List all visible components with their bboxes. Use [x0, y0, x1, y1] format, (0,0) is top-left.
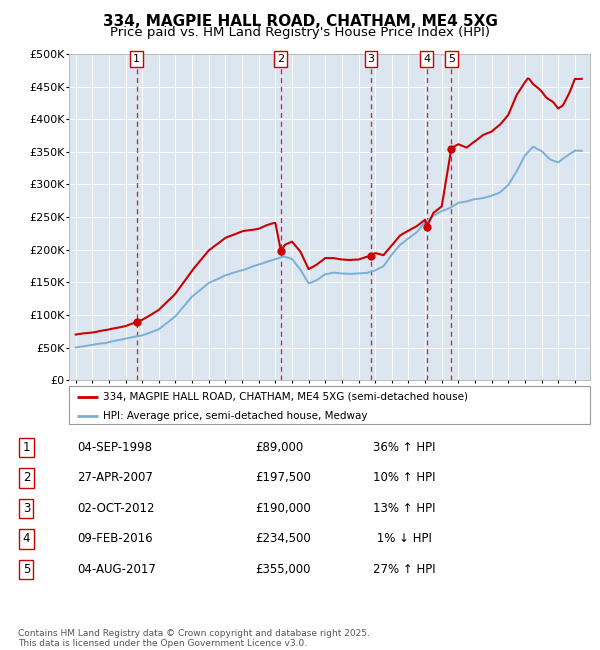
Text: £355,000: £355,000 — [255, 563, 310, 576]
Text: 27-APR-2007: 27-APR-2007 — [77, 471, 153, 484]
Text: 10% ↑ HPI: 10% ↑ HPI — [373, 471, 436, 484]
Text: £197,500: £197,500 — [255, 471, 311, 484]
Text: 2: 2 — [23, 471, 30, 484]
Text: 334, MAGPIE HALL ROAD, CHATHAM, ME4 5XG: 334, MAGPIE HALL ROAD, CHATHAM, ME4 5XG — [103, 14, 497, 29]
Text: 04-AUG-2017: 04-AUG-2017 — [77, 563, 156, 576]
Text: 1: 1 — [133, 54, 140, 64]
Text: 2: 2 — [277, 54, 284, 64]
Text: 27% ↑ HPI: 27% ↑ HPI — [373, 563, 436, 576]
Text: HPI: Average price, semi-detached house, Medway: HPI: Average price, semi-detached house,… — [103, 411, 367, 421]
Text: 02-OCT-2012: 02-OCT-2012 — [77, 502, 155, 515]
Text: 04-SEP-1998: 04-SEP-1998 — [77, 441, 152, 454]
Text: £89,000: £89,000 — [255, 441, 303, 454]
Text: 3: 3 — [23, 502, 30, 515]
Text: 4: 4 — [423, 54, 430, 64]
FancyBboxPatch shape — [69, 386, 590, 424]
Text: £190,000: £190,000 — [255, 502, 311, 515]
Text: 5: 5 — [448, 54, 455, 64]
Text: 13% ↑ HPI: 13% ↑ HPI — [373, 502, 436, 515]
Text: 1: 1 — [23, 441, 30, 454]
Text: 36% ↑ HPI: 36% ↑ HPI — [373, 441, 436, 454]
Text: 4: 4 — [23, 532, 30, 545]
Text: 3: 3 — [367, 54, 374, 64]
Text: Price paid vs. HM Land Registry's House Price Index (HPI): Price paid vs. HM Land Registry's House … — [110, 26, 490, 39]
Text: £234,500: £234,500 — [255, 532, 311, 545]
Text: 1% ↓ HPI: 1% ↓ HPI — [373, 532, 432, 545]
Text: 334, MAGPIE HALL ROAD, CHATHAM, ME4 5XG (semi-detached house): 334, MAGPIE HALL ROAD, CHATHAM, ME4 5XG … — [103, 392, 468, 402]
Text: Contains HM Land Registry data © Crown copyright and database right 2025.
This d: Contains HM Land Registry data © Crown c… — [18, 629, 370, 648]
Text: 5: 5 — [23, 563, 30, 576]
Text: 09-FEB-2016: 09-FEB-2016 — [77, 532, 153, 545]
